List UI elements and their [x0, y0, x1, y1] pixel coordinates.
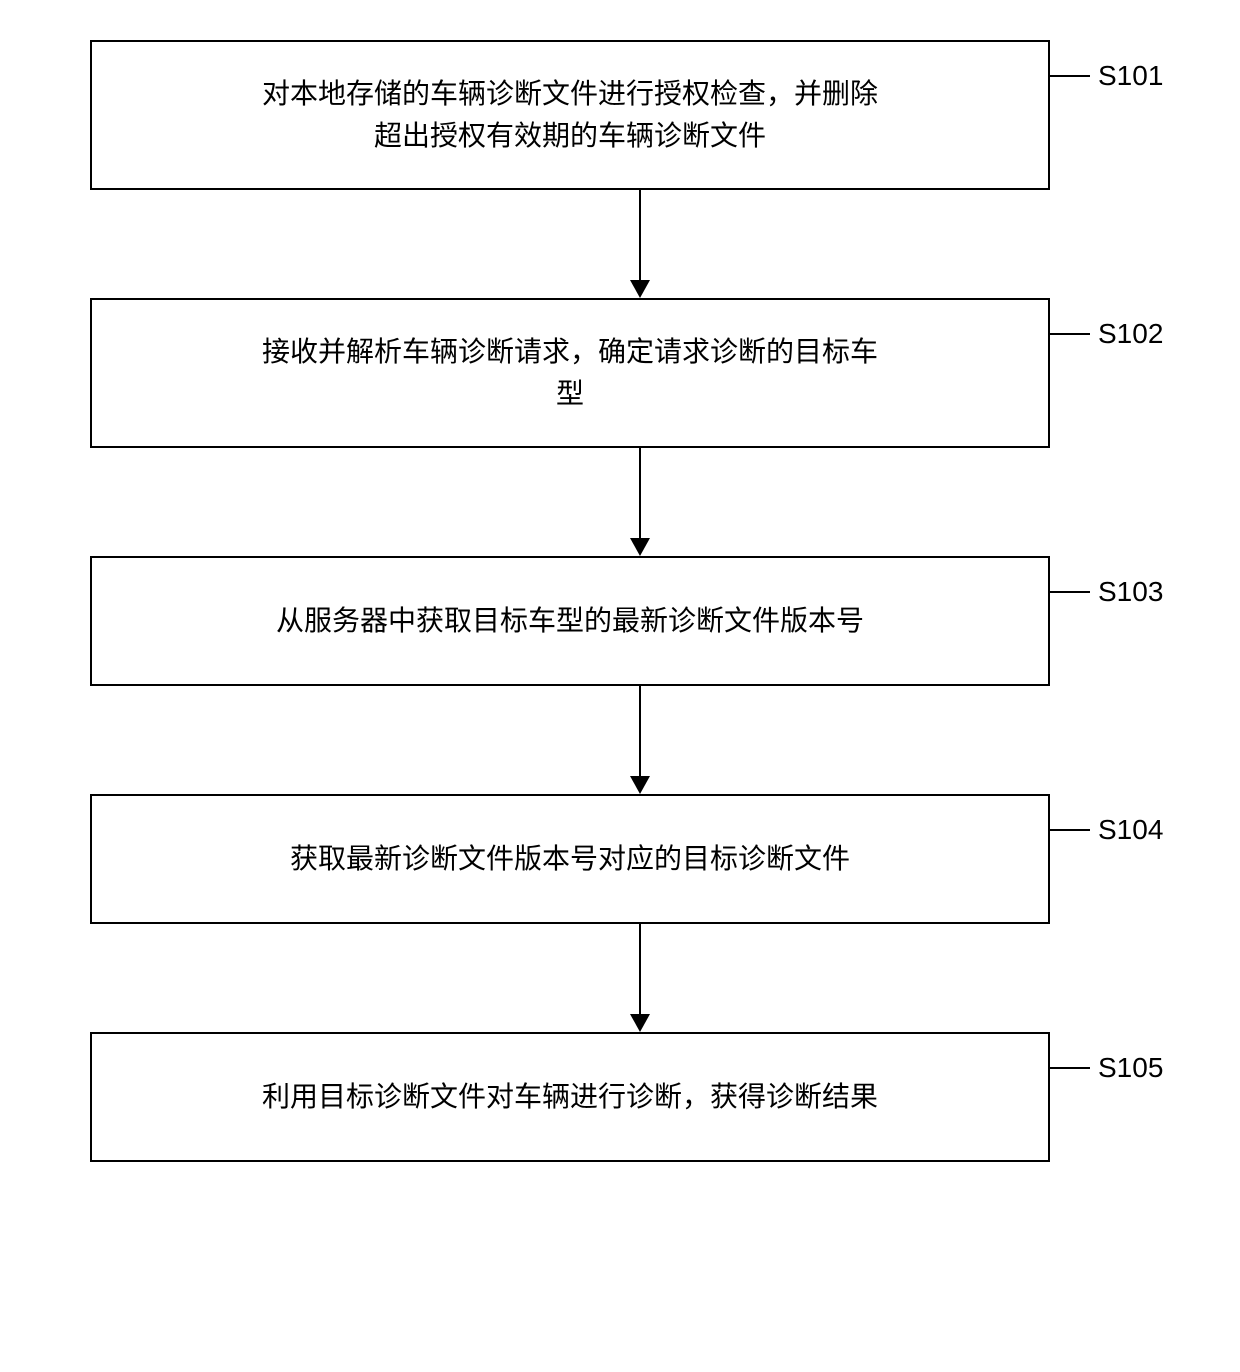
step-label: S102	[1098, 318, 1163, 350]
step-text: 从服务器中获取目标车型的最新诊断文件版本号	[276, 600, 864, 642]
step-box-S102: 接收并解析车辆诊断请求，确定请求诊断的目标车 型	[90, 298, 1050, 448]
label-connector: S101	[1050, 60, 1163, 92]
label-connector: S103	[1050, 576, 1163, 608]
label-connector: S105	[1050, 1052, 1163, 1084]
step-box-S104: 获取最新诊断文件版本号对应的目标诊断文件	[90, 794, 1050, 924]
arrow-line	[639, 190, 641, 280]
arrow-down-icon	[160, 448, 1120, 556]
label-connector: S102	[1050, 318, 1163, 350]
arrow-head-icon	[630, 538, 650, 556]
step-label: S104	[1098, 814, 1163, 846]
flowchart-container: 对本地存储的车辆诊断文件进行授权检查，并删除 超出授权有效期的车辆诊断文件 S10…	[50, 40, 1190, 1162]
step-text: 接收并解析车辆诊断请求，确定请求诊断的目标车 型	[262, 331, 878, 415]
step-row-S102: 接收并解析车辆诊断请求，确定请求诊断的目标车 型 S102	[50, 298, 1190, 448]
arrow-down-icon	[160, 924, 1120, 1032]
arrow-head-icon	[630, 280, 650, 298]
arrow-line	[639, 924, 641, 1014]
arrow-head-icon	[630, 776, 650, 794]
connector-line	[1050, 333, 1090, 335]
step-label: S105	[1098, 1052, 1163, 1084]
step-label: S103	[1098, 576, 1163, 608]
step-text: 获取最新诊断文件版本号对应的目标诊断文件	[290, 838, 850, 880]
step-row-S105: 利用目标诊断文件对车辆进行诊断，获得诊断结果 S105	[50, 1032, 1190, 1162]
step-row-S103: 从服务器中获取目标车型的最新诊断文件版本号 S103	[50, 556, 1190, 686]
connector-line	[1050, 75, 1090, 77]
step-row-S101: 对本地存储的车辆诊断文件进行授权检查，并删除 超出授权有效期的车辆诊断文件 S10…	[50, 40, 1190, 190]
connector-line	[1050, 591, 1090, 593]
arrow-line	[639, 448, 641, 538]
arrow-head-icon	[630, 1014, 650, 1032]
arrow-line	[639, 686, 641, 776]
step-box-S105: 利用目标诊断文件对车辆进行诊断，获得诊断结果	[90, 1032, 1050, 1162]
connector-line	[1050, 829, 1090, 831]
step-row-S104: 获取最新诊断文件版本号对应的目标诊断文件 S104	[50, 794, 1190, 924]
arrow-down-icon	[160, 686, 1120, 794]
connector-line	[1050, 1067, 1090, 1069]
label-connector: S104	[1050, 814, 1163, 846]
step-box-S103: 从服务器中获取目标车型的最新诊断文件版本号	[90, 556, 1050, 686]
step-box-S101: 对本地存储的车辆诊断文件进行授权检查，并删除 超出授权有效期的车辆诊断文件	[90, 40, 1050, 190]
step-label: S101	[1098, 60, 1163, 92]
step-text: 对本地存储的车辆诊断文件进行授权检查，并删除 超出授权有效期的车辆诊断文件	[262, 73, 878, 157]
step-text: 利用目标诊断文件对车辆进行诊断，获得诊断结果	[262, 1076, 878, 1118]
arrow-down-icon	[160, 190, 1120, 298]
